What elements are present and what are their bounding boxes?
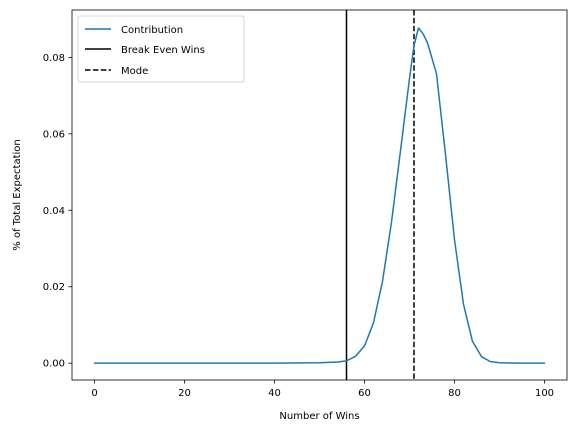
y-tick-label: 0.08 <box>43 53 65 64</box>
series-line-contribution <box>93 27 546 364</box>
x-axis-label: Number of Wins <box>279 411 359 422</box>
x-tick-label: 100 <box>535 388 554 399</box>
legend-label-contribution: Contribution <box>121 25 183 36</box>
vertical-lines <box>345 10 415 380</box>
x-tick-label: 0 <box>91 388 97 399</box>
y-tick-label: 0.00 <box>43 359 65 370</box>
series-layer <box>93 27 546 364</box>
y-axis-ticks: 0.00 0.02 0.04 0.06 0.08 <box>43 53 72 370</box>
legend-label-break-even: Break Even Wins <box>121 45 205 56</box>
x-axis-ticks: 0 20 40 60 80 100 <box>91 380 554 399</box>
x-tick-label: 60 <box>358 388 371 399</box>
plot-frame <box>71 9 568 381</box>
y-axis-label: % of Total Expectation <box>12 139 23 250</box>
y-tick-label: 0.04 <box>43 206 65 217</box>
legend: Contribution Break Even Wins Mode <box>77 15 245 83</box>
y-tick-label: 0.06 <box>43 129 65 140</box>
legend-frame <box>77 15 245 83</box>
x-tick-label: 80 <box>448 388 461 399</box>
x-tick-label: 20 <box>178 388 191 399</box>
x-tick-label: 40 <box>268 388 281 399</box>
legend-label-mode: Mode <box>121 66 148 77</box>
y-tick-label: 0.02 <box>43 282 65 293</box>
